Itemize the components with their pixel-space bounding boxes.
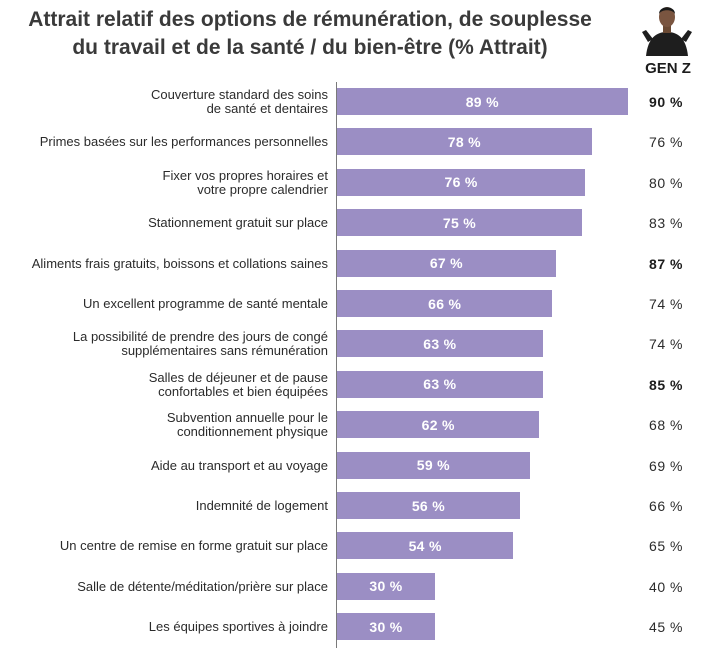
gen-z-value: 87 % xyxy=(649,255,683,272)
gen-z-value: 80 % xyxy=(649,174,683,191)
gen-z-value: 90 % xyxy=(649,94,683,110)
category-label-line: de santé et dentaires xyxy=(206,101,328,116)
category-label-line: Indemnité de logement xyxy=(195,498,328,513)
category-label: Stationnement gratuit sur place xyxy=(0,203,328,243)
bar-value-label: 78 % xyxy=(447,133,481,150)
category-label: Couverture standard des soins de santé et… xyxy=(0,82,328,122)
chart-row: Les équipes sportives à joindre 30 % 45 % xyxy=(0,607,712,647)
chart-title-line-1: Attrait relatif des options de rémunérat… xyxy=(28,8,592,31)
category-label-line: confortables et bien équipées xyxy=(158,383,328,399)
category-label: Indemnité de logement xyxy=(0,486,328,526)
category-label: Les équipes sportives à joindre xyxy=(0,607,328,647)
bar-value-label: 54 % xyxy=(408,537,442,554)
category-label-line: Un excellent programme de santé mentale xyxy=(83,296,328,311)
chart-row: Couverture standard des soins de santé et… xyxy=(0,82,712,122)
chart-row: Un centre de remise en forme gratuit sur… xyxy=(0,526,712,566)
gen-z-value: 45 % xyxy=(649,619,683,636)
bar: 75 % xyxy=(337,209,582,237)
bar-value-label: 63 % xyxy=(423,335,457,352)
chart-row: Salle de détente/méditation/prière sur p… xyxy=(0,567,712,607)
category-label: Salles de déjeuner et de pause confortabl… xyxy=(0,365,328,405)
gen-z-value: 69 % xyxy=(649,457,683,474)
gen-z-value: 76 % xyxy=(649,134,683,151)
category-label: Salle de détente/méditation/prière sur p… xyxy=(0,567,328,607)
chart-axis-line xyxy=(336,82,337,648)
bar: 66 % xyxy=(337,290,553,317)
category-label: Un excellent programme de santé mentale xyxy=(0,284,328,324)
bar: 30 % xyxy=(337,572,435,600)
category-label-line: Fixer vos propres horaires et xyxy=(162,167,328,183)
category-label-line: Un centre de remise en forme gratuit sur… xyxy=(59,538,328,554)
bar: 56 % xyxy=(337,492,520,519)
bar: 67 % xyxy=(337,249,556,277)
bar-value-label: 75 % xyxy=(442,214,476,231)
bar: 89 % xyxy=(337,88,628,115)
category-label-line: Stationnement gratuit sur place xyxy=(148,215,328,231)
category-label: Aliments frais gratuits, boissons et col… xyxy=(0,244,328,284)
gen-z-value: 83 % xyxy=(649,215,683,232)
category-label-line: conditionnement physique xyxy=(176,424,328,440)
chart-row: Fixer vos propres horaires et votre propr… xyxy=(0,163,712,203)
category-label-line: La possibilité de prendre des jours de c… xyxy=(72,329,328,345)
bar-value-label: 63 % xyxy=(423,376,457,393)
bar: 54 % xyxy=(337,532,514,560)
bar-value-label: 67 % xyxy=(429,255,463,272)
gen-z-value: 66 % xyxy=(649,498,683,514)
category-label-line: Couverture standard des soins xyxy=(150,87,328,102)
bar-value-label: 56 % xyxy=(411,497,445,514)
bar-value-label: 66 % xyxy=(428,295,462,312)
bar: 63 % xyxy=(337,370,543,398)
chart-row: Salles de déjeuner et de pause confortabl… xyxy=(0,365,712,405)
gen-z-value: 74 % xyxy=(649,336,683,353)
bar-value-label: 62 % xyxy=(421,416,455,433)
gen-z-value: 68 % xyxy=(649,417,683,434)
bar-value-label: 76 % xyxy=(444,174,478,191)
bar: 76 % xyxy=(337,168,586,196)
chart-row: Un excellent programme de santé mentale 6… xyxy=(0,284,712,324)
category-label-line: supplémentaires sans rémunération xyxy=(121,343,328,359)
chart-row: Indemnité de logement 56 % 66 % xyxy=(0,486,712,526)
bar: 30 % xyxy=(337,613,435,641)
chart-row: La possibilité de prendre des jours de c… xyxy=(0,324,712,364)
gen-z-value: 74 % xyxy=(649,296,683,312)
gen-z-value: 65 % xyxy=(649,538,683,555)
gen-z-value: 85 % xyxy=(649,376,683,393)
chart-title: Attrait relatif des options de rémunérat… xyxy=(0,6,620,62)
category-label-line: Aide au transport et au voyage xyxy=(150,457,328,473)
chart-row: Subvention annuelle pour le conditionneme… xyxy=(0,405,712,445)
category-label: Primes basées sur les performances perso… xyxy=(0,122,328,162)
chart-row: Aide au transport et au voyage 59 % 69 % xyxy=(0,446,712,486)
bar-value-label: 30 % xyxy=(369,618,403,635)
category-label-line: Salles de déjeuner et de pause xyxy=(148,369,328,385)
bar: 62 % xyxy=(337,411,540,439)
category-label: La possibilité de prendre des jours de c… xyxy=(0,324,328,364)
category-label-line: Salle de détente/méditation/prière sur p… xyxy=(77,578,328,594)
category-label: Subvention annuelle pour le conditionneme… xyxy=(0,405,328,445)
person-avatar-icon xyxy=(642,2,692,56)
bar: 59 % xyxy=(337,451,530,479)
bar: 78 % xyxy=(337,128,592,156)
chart-row: Stationnement gratuit sur place 75 % 83 % xyxy=(0,203,712,243)
bar-value-label: 30 % xyxy=(369,578,403,595)
category-label: Fixer vos propres horaires et votre propr… xyxy=(0,163,328,203)
bar-value-label: 59 % xyxy=(416,457,450,474)
category-label-line: Subvention annuelle pour le xyxy=(166,410,328,426)
category-label-line: votre propre calendrier xyxy=(197,181,328,197)
category-label-line: Primes basées sur les performances perso… xyxy=(39,134,328,150)
bar-value-label: 89 % xyxy=(465,93,499,110)
bar: 63 % xyxy=(337,330,543,358)
category-label-line: Les équipes sportives à joindre xyxy=(148,619,328,635)
category-label-line: Aliments frais gratuits, boissons et col… xyxy=(31,255,328,271)
gen-z-header: GEN Z xyxy=(645,60,691,77)
chart-row: Aliments frais gratuits, boissons et col… xyxy=(0,244,712,284)
chart-row: Primes basées sur les performances perso… xyxy=(0,122,712,162)
category-label: Aide au transport et au voyage xyxy=(0,446,328,486)
chart-title-line-2: du travail et de la santé / du bien-être… xyxy=(72,36,548,59)
category-label: Un centre de remise en forme gratuit sur… xyxy=(0,526,328,566)
gen-z-value: 40 % xyxy=(649,578,683,595)
